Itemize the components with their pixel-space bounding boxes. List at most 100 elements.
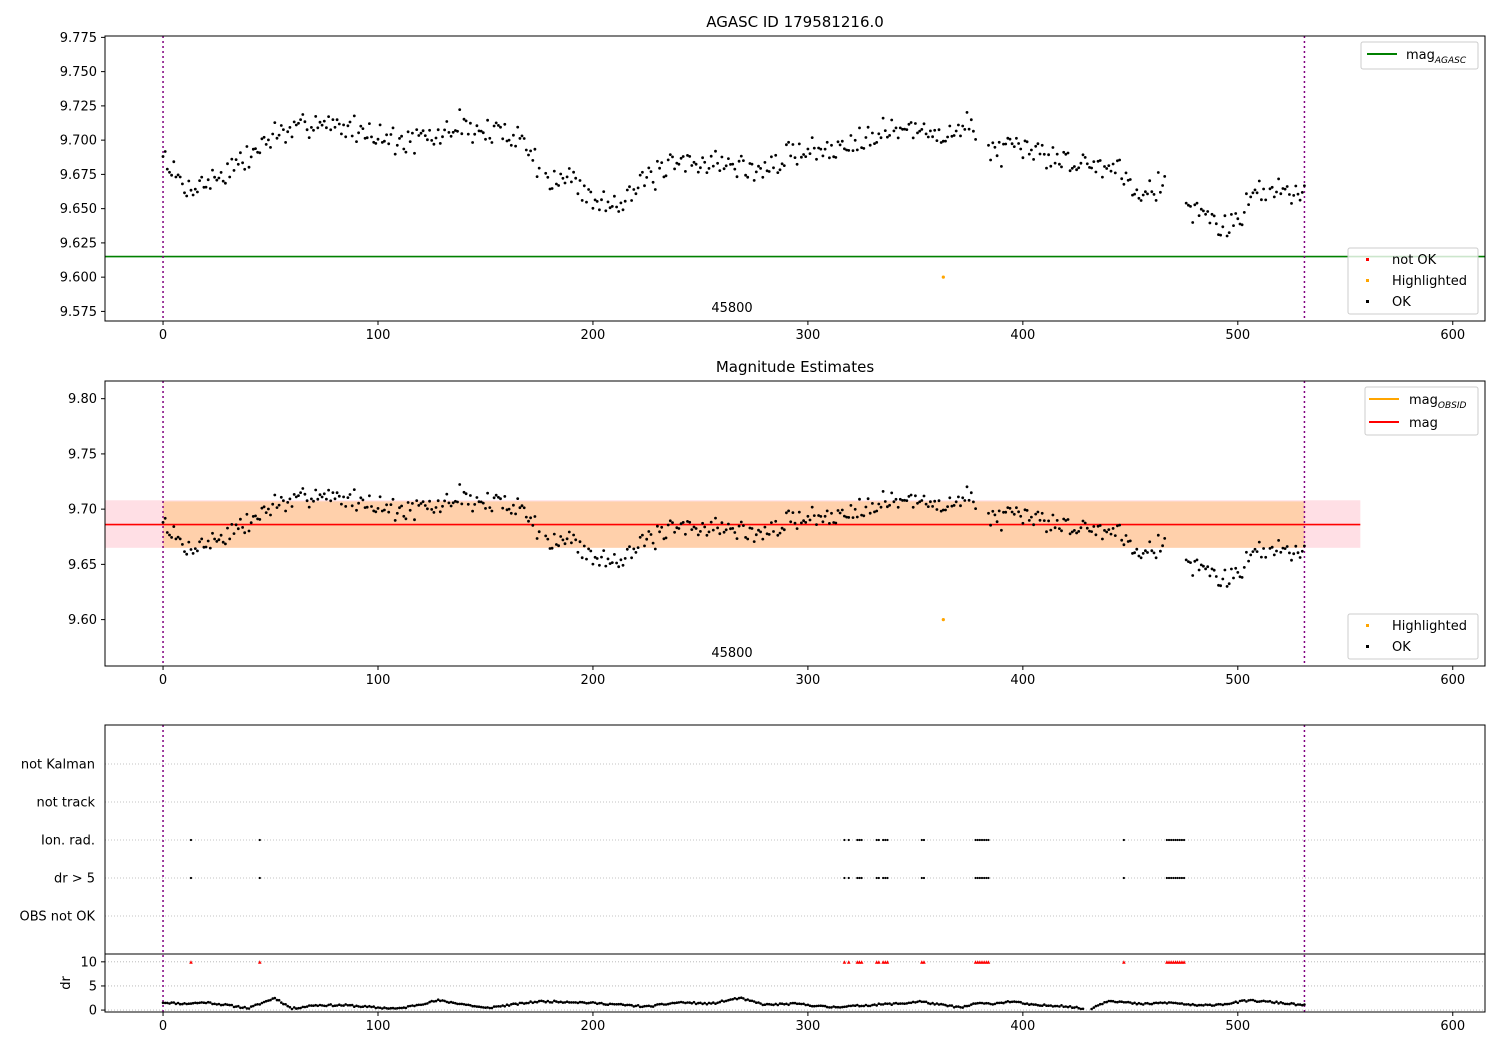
dr-point bbox=[626, 1003, 629, 1007]
estimates-ok-point bbox=[1062, 517, 1066, 521]
agasc-ok-point bbox=[208, 187, 212, 190]
dr-point bbox=[727, 998, 730, 1002]
estimates-ok-point bbox=[1081, 519, 1085, 523]
estimates-ok-point bbox=[221, 540, 225, 544]
dr-point bbox=[621, 1003, 625, 1006]
estimates-ok-point bbox=[1019, 514, 1023, 518]
agasc-ok-point bbox=[733, 167, 737, 171]
dr-point bbox=[638, 1005, 642, 1009]
flag-point bbox=[882, 838, 885, 842]
agasc-ok-point bbox=[974, 138, 977, 141]
dr-point bbox=[746, 998, 749, 1001]
dr-point bbox=[993, 1002, 997, 1006]
estimates-ok-point bbox=[346, 496, 350, 499]
dr-point bbox=[1266, 1000, 1270, 1003]
estimates-ok-point bbox=[709, 520, 713, 524]
agasc-ok-point bbox=[851, 149, 855, 153]
agasc-ytick-label: 9.575 bbox=[60, 305, 97, 320]
flag-point bbox=[1176, 876, 1179, 880]
agasc-ok-point bbox=[1038, 152, 1042, 156]
estimates-ok-point bbox=[935, 508, 939, 511]
agasc-ok-point bbox=[389, 133, 393, 136]
agasc-ok-point bbox=[512, 133, 515, 137]
dr-point bbox=[378, 1006, 382, 1010]
agasc-ok-point bbox=[1272, 195, 1276, 199]
agasc-ok-point bbox=[1161, 184, 1164, 187]
estimates-ok-point bbox=[804, 521, 808, 524]
dr-point bbox=[174, 1002, 178, 1006]
dr-point bbox=[280, 1001, 283, 1004]
estimates-ok-point bbox=[727, 522, 730, 526]
dr-point bbox=[206, 1000, 210, 1004]
dr-point bbox=[961, 1006, 964, 1009]
dr-point bbox=[449, 1000, 453, 1004]
agasc-ok-point bbox=[548, 187, 552, 191]
estimates-ok-point bbox=[1212, 568, 1216, 572]
agasc-ok-point bbox=[862, 147, 866, 150]
dr-point bbox=[1174, 1001, 1177, 1005]
dr-point bbox=[1225, 1002, 1229, 1006]
dr-point bbox=[428, 1000, 431, 1004]
agasc-ok-point bbox=[873, 142, 876, 146]
estimates-ok-point bbox=[593, 555, 597, 559]
estimates-ok-point bbox=[1193, 559, 1197, 563]
estimates-ok-point bbox=[256, 517, 259, 521]
dr-point bbox=[1141, 1003, 1145, 1006]
flag-point bbox=[1167, 876, 1171, 880]
dr-point bbox=[987, 1002, 990, 1005]
estimates-ok-point bbox=[273, 493, 277, 497]
estimates-ok-point bbox=[217, 538, 221, 542]
dr-point bbox=[243, 1005, 246, 1009]
dr-point bbox=[1023, 1002, 1027, 1006]
dr-point bbox=[907, 1001, 911, 1005]
dr-point bbox=[1036, 1003, 1040, 1007]
estimates-ok-point bbox=[851, 516, 855, 519]
agasc-ok-point bbox=[426, 138, 429, 142]
dr-point bbox=[361, 1005, 365, 1008]
agasc-ok-point bbox=[393, 152, 397, 156]
agasc-ok-point bbox=[383, 139, 386, 143]
agasc-ok-point bbox=[615, 205, 618, 209]
dr-point bbox=[585, 1002, 588, 1005]
agasc-ok-point bbox=[165, 167, 169, 171]
agasc-ok-point bbox=[290, 135, 294, 139]
agasc-ok-point bbox=[950, 134, 954, 138]
estimates-ok-point bbox=[552, 532, 556, 536]
dr-point bbox=[447, 1001, 451, 1004]
estimates-ok-point bbox=[931, 505, 934, 508]
agasc-ok-point bbox=[1281, 187, 1285, 190]
estimates-ok-point bbox=[987, 511, 990, 515]
estimates-ok-point bbox=[1075, 531, 1078, 535]
dr-point bbox=[249, 1005, 253, 1008]
estimates-ok-point bbox=[1083, 521, 1087, 525]
estimates-ok-point bbox=[1034, 512, 1038, 516]
agasc-ok-point bbox=[520, 134, 524, 138]
agasc-ok-point bbox=[228, 175, 232, 179]
estimates-ok-point bbox=[1079, 526, 1083, 530]
estimates-ok-point bbox=[1077, 530, 1081, 533]
agasc-ok-point bbox=[1006, 136, 1010, 140]
dr-point bbox=[718, 1000, 722, 1004]
estimates-ok-point bbox=[944, 508, 947, 512]
estimates-ok-point bbox=[503, 495, 507, 498]
estimates-ok-point bbox=[458, 483, 462, 486]
dr-point bbox=[1090, 1007, 1093, 1011]
estimates-ok-point bbox=[423, 504, 427, 507]
dr-point bbox=[260, 1001, 264, 1005]
agasc-ok-point bbox=[716, 161, 719, 165]
dr-point bbox=[733, 997, 737, 1000]
dr-point bbox=[273, 996, 277, 1000]
agasc-ok-point bbox=[335, 118, 339, 122]
estimates-ok-point bbox=[1184, 558, 1188, 562]
estimates-ok-point bbox=[591, 562, 595, 566]
estimates-ok-point bbox=[615, 561, 618, 565]
agasc-ok-point bbox=[770, 155, 773, 159]
estimates-ok-point bbox=[1040, 511, 1044, 515]
agasc-ok-point bbox=[989, 158, 992, 162]
dr-point bbox=[540, 999, 543, 1003]
dr-point bbox=[357, 1005, 360, 1008]
agasc-obsid-label: 45800 bbox=[711, 301, 752, 316]
dr-point bbox=[355, 1004, 358, 1008]
dr-point bbox=[312, 1004, 315, 1007]
agasc-ok-point bbox=[445, 120, 449, 123]
